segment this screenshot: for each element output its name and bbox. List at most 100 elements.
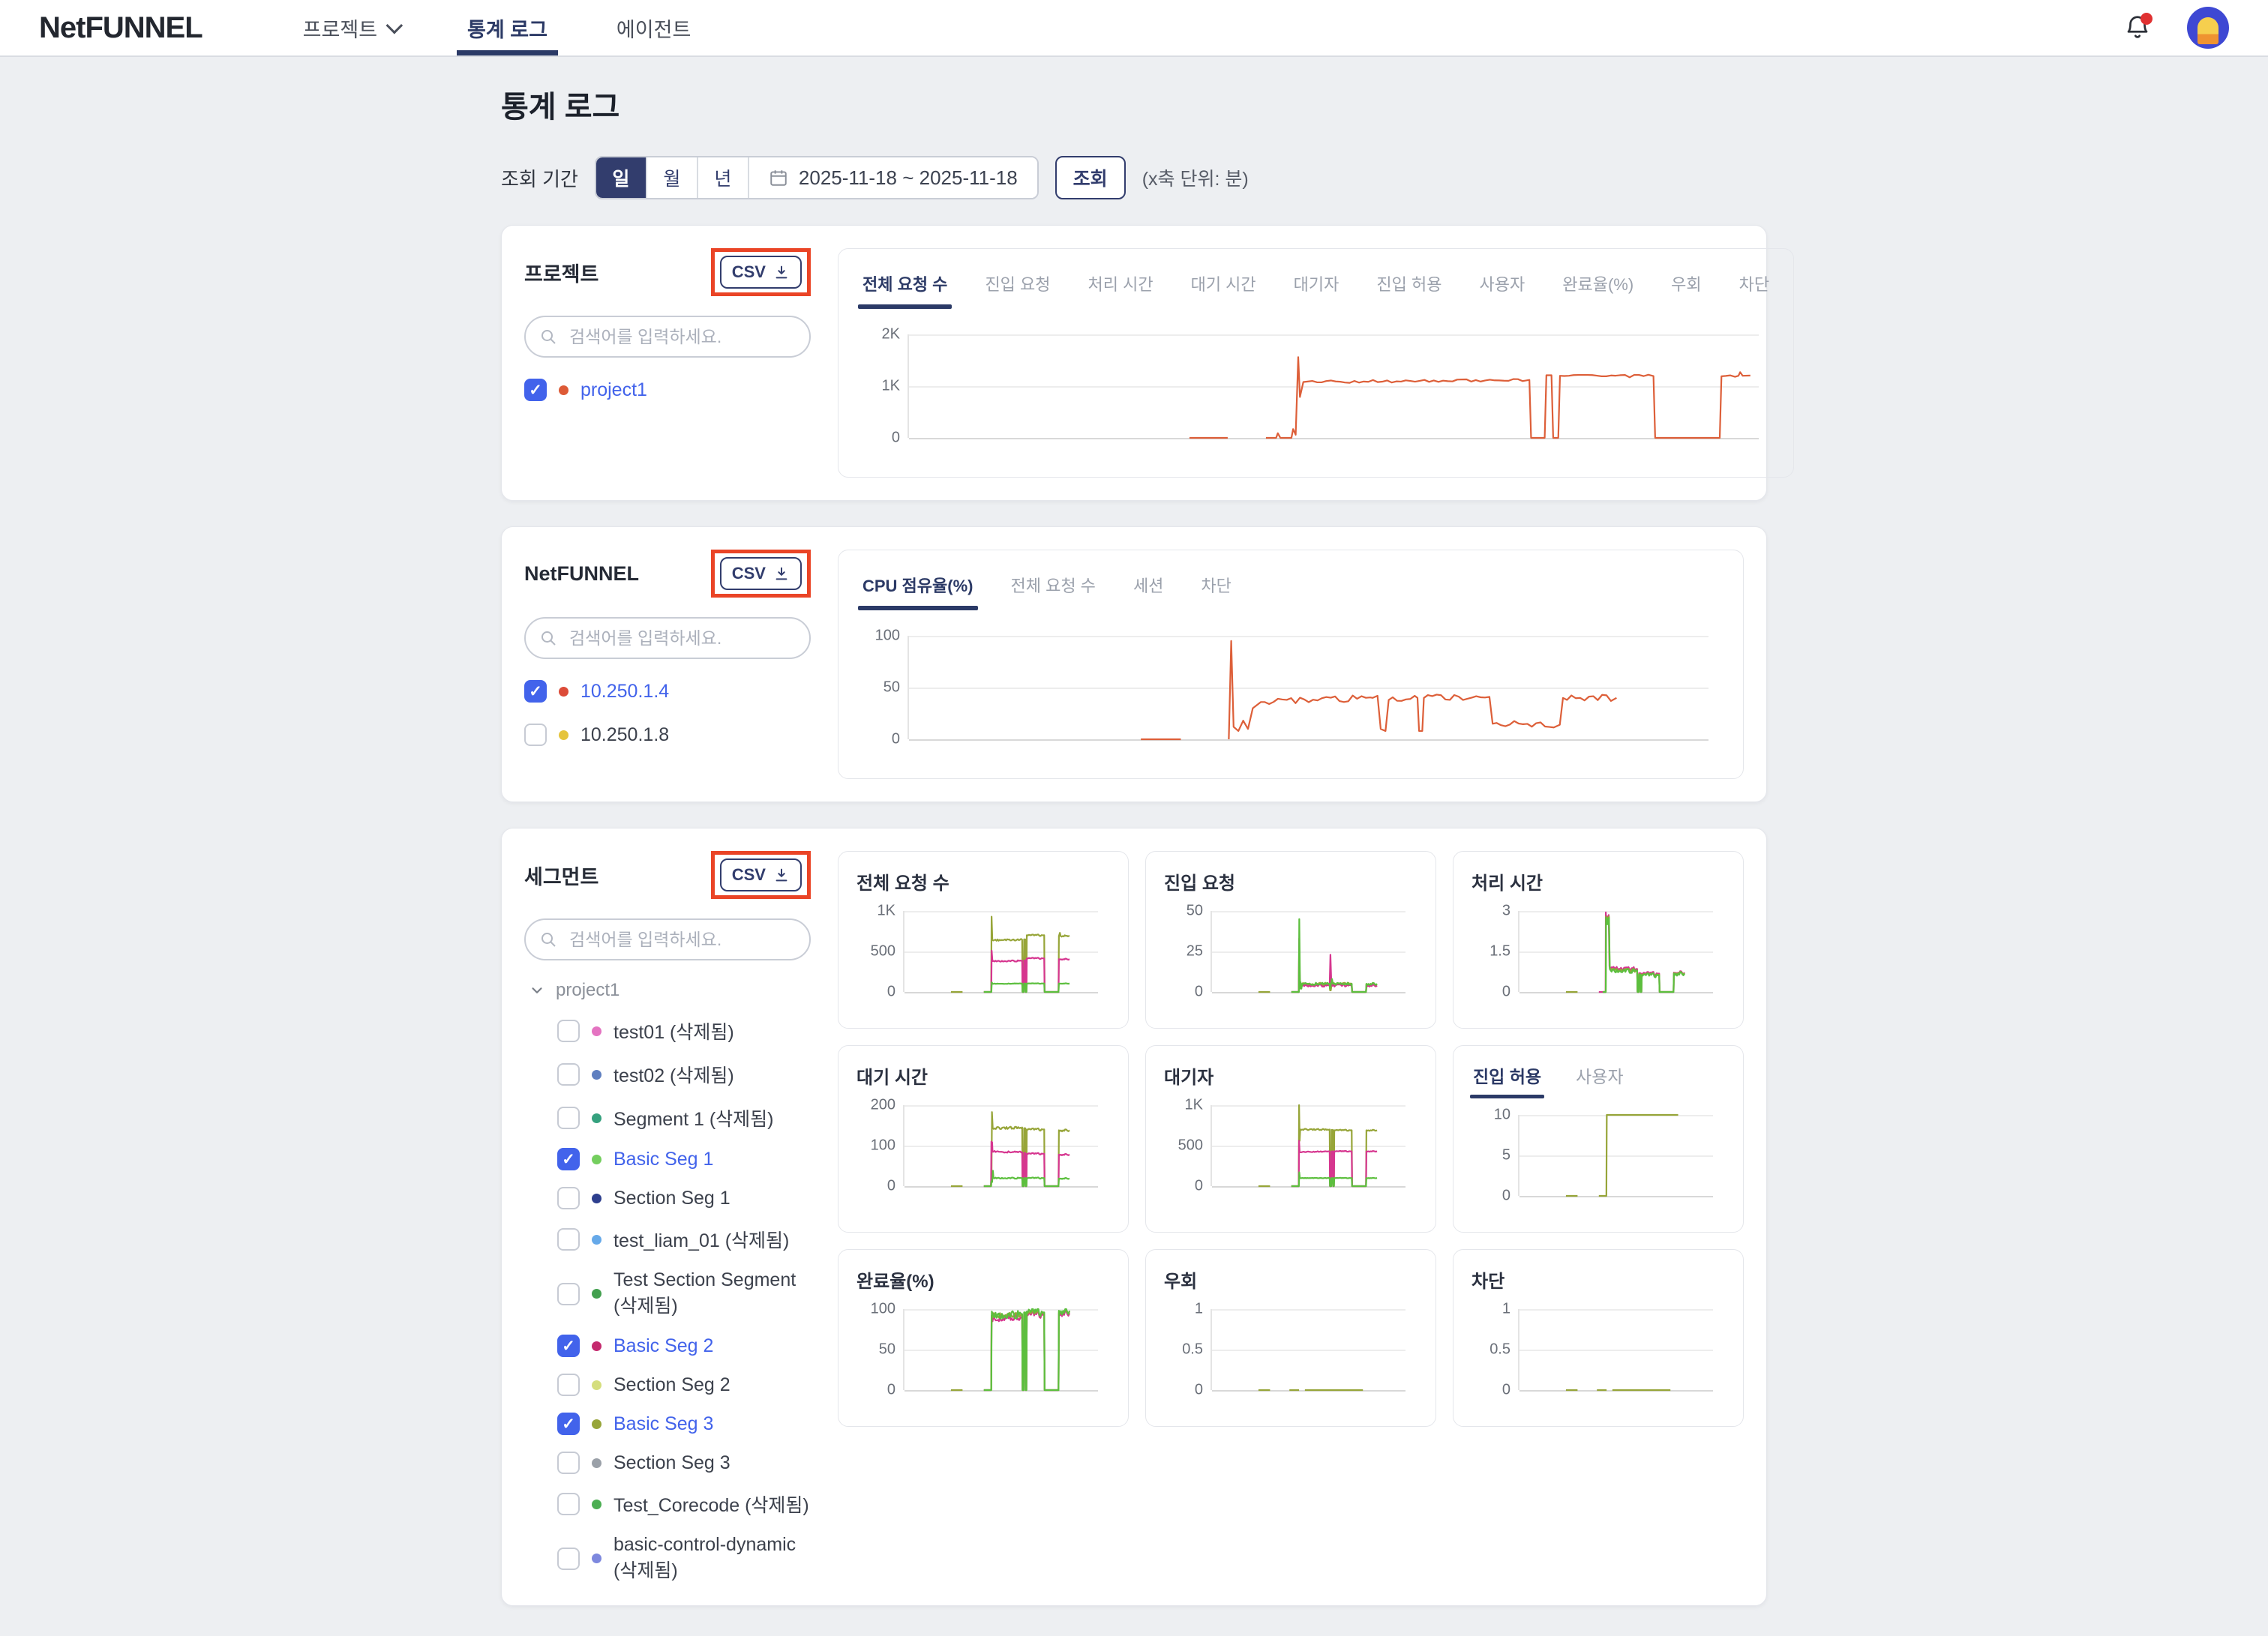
metric-card-bypass: 우회 1 0.5 0 bbox=[1145, 1249, 1436, 1427]
date-range-field[interactable]: 2025-11-18 ~ 2025-11-18 bbox=[748, 157, 1037, 198]
checkbox[interactable] bbox=[524, 724, 547, 746]
chart-tab[interactable]: 전체 요청 수 bbox=[1010, 570, 1097, 610]
csv-download-button[interactable]: CSV bbox=[719, 557, 802, 590]
list-item[interactable]: test02 (삭제됨) bbox=[557, 1061, 811, 1088]
mini-line-chart: 1K 500 0 bbox=[1164, 1097, 1418, 1210]
chart-tab[interactable]: 전체 요청 수 bbox=[857, 268, 952, 309]
nav-item[interactable]: 통계 로그 bbox=[457, 0, 558, 55]
list-item[interactable]: Segment 1 (삭제됨) bbox=[557, 1104, 811, 1131]
chart-tab[interactable]: 사용자 bbox=[1478, 268, 1526, 309]
checkbox[interactable] bbox=[557, 1020, 580, 1042]
cpu-line-chart: 100 50 0 bbox=[861, 628, 1720, 763]
nav-item[interactable]: 에이전트 bbox=[606, 0, 701, 55]
chart-tab[interactable]: 차단 bbox=[1199, 570, 1232, 610]
chart-tab[interactable]: 진입 허용 bbox=[1375, 268, 1443, 309]
checkbox[interactable] bbox=[557, 1413, 580, 1435]
list-item[interactable]: Basic Seg 3 bbox=[557, 1413, 811, 1435]
chevron-down-icon bbox=[532, 987, 542, 993]
avatar-figure bbox=[2198, 17, 2218, 44]
period-button[interactable]: 년 bbox=[698, 157, 749, 198]
checkbox[interactable] bbox=[557, 1374, 580, 1396]
search-submit-button[interactable]: 조회 bbox=[1054, 156, 1126, 199]
chart-tab[interactable]: 세션 bbox=[1132, 570, 1165, 610]
item-label: test01 (삭제됨) bbox=[614, 1022, 734, 1043]
search-input[interactable] bbox=[524, 918, 811, 960]
filter-bar: 조회 기간 일 월 년 bbox=[501, 156, 1767, 199]
metric-card-completion-rate: 완료율(%) 100 50 0 bbox=[838, 1249, 1129, 1427]
period-button[interactable]: 일 bbox=[596, 157, 647, 198]
series-color-dot bbox=[592, 1289, 602, 1299]
list-item[interactable]: Basic Seg 2 bbox=[557, 1335, 811, 1357]
chart-tab[interactable]: 대기 시간 bbox=[1190, 268, 1258, 309]
chart-tab[interactable]: 우회 bbox=[1670, 268, 1702, 309]
list-item[interactable]: basic-control-dynamic (삭제됨) bbox=[557, 1534, 811, 1583]
csv-download-button[interactable]: CSV bbox=[719, 858, 802, 891]
checkbox[interactable] bbox=[557, 1148, 580, 1170]
item-label: Test Section Segment (삭제됨) bbox=[614, 1269, 796, 1317]
series-color-dot bbox=[592, 1154, 602, 1164]
avatar[interactable] bbox=[2187, 7, 2229, 49]
csv-download-button[interactable]: CSV bbox=[719, 256, 802, 289]
checkbox[interactable] bbox=[557, 1335, 580, 1357]
panel-project: 프로젝트 CSV bbox=[501, 225, 1795, 501]
metric-card-waiters: 대기자 1K 500 0 bbox=[1145, 1045, 1436, 1233]
x-axis-unit-note: (x축 단위: 분) bbox=[1142, 169, 1249, 190]
chart-tab[interactable]: 차단 bbox=[1738, 268, 1771, 309]
card-tab[interactable]: 진입 허용 bbox=[1469, 1062, 1545, 1098]
checkbox[interactable] bbox=[557, 1452, 580, 1474]
checkbox[interactable] bbox=[524, 379, 547, 401]
list-item[interactable]: project1 bbox=[524, 379, 811, 401]
search-box bbox=[524, 617, 811, 659]
list-item[interactable]: Basic Seg 1 bbox=[557, 1148, 811, 1170]
notification-bell-icon[interactable] bbox=[2121, 11, 2154, 44]
tree-root-project[interactable]: project1 bbox=[524, 980, 811, 1001]
chart-tab[interactable]: 완료율(%) bbox=[1561, 268, 1635, 309]
list-item[interactable]: Test_Corecode (삭제됨) bbox=[557, 1491, 811, 1518]
checkbox[interactable] bbox=[557, 1107, 580, 1129]
list-item[interactable]: test01 (삭제됨) bbox=[557, 1017, 811, 1044]
checkbox[interactable] bbox=[557, 1547, 580, 1570]
chart-tab[interactable]: 진입 요청 bbox=[983, 268, 1052, 309]
search-box bbox=[524, 918, 811, 960]
chart-tab[interactable]: 대기자 bbox=[1292, 268, 1341, 309]
item-label: Section Seg 2 bbox=[614, 1374, 730, 1395]
mini-line-chart: 200 100 0 bbox=[856, 1097, 1110, 1210]
item-label: test02 (삭제됨) bbox=[614, 1065, 734, 1086]
card-tab[interactable]: 사용자 bbox=[1574, 1062, 1624, 1098]
list-item[interactable]: 10.250.1.8 bbox=[524, 724, 811, 746]
series-color-dot bbox=[559, 385, 568, 395]
filter-label: 조회 기간 bbox=[501, 167, 578, 190]
period-button[interactable]: 월 bbox=[646, 157, 698, 198]
mini-line-chart: 1 0.5 0 bbox=[1164, 1301, 1418, 1414]
list-item[interactable]: 10.250.1.4 bbox=[524, 680, 811, 703]
series-color-dot bbox=[592, 1554, 602, 1563]
search-input[interactable] bbox=[524, 316, 811, 358]
metric-card-processing-time: 처리 시간 3 1.5 0 bbox=[1453, 851, 1744, 1029]
checkbox[interactable] bbox=[557, 1282, 580, 1305]
search-input[interactable] bbox=[524, 617, 811, 659]
series-color-dot bbox=[592, 1069, 602, 1080]
checkbox[interactable] bbox=[557, 1228, 580, 1251]
list-item[interactable]: test_liam_01 (삭제됨) bbox=[557, 1226, 811, 1253]
list-item[interactable]: Section Seg 3 bbox=[557, 1452, 811, 1474]
checkbox[interactable] bbox=[524, 680, 547, 703]
list-item[interactable]: Section Seg 2 bbox=[557, 1374, 811, 1396]
project-chart-card: 전체 요청 수 진입 요청 처리 시간 대기 시간 대기 bbox=[838, 248, 1795, 478]
checkbox[interactable] bbox=[557, 1063, 580, 1086]
item-label: project1 bbox=[580, 379, 647, 400]
search-box bbox=[524, 316, 811, 358]
checkbox[interactable] bbox=[557, 1493, 580, 1515]
csv-highlight-box: CSV bbox=[710, 248, 811, 296]
download-icon bbox=[776, 567, 788, 580]
chart-tab[interactable]: CPU 점유율(%) bbox=[858, 570, 977, 610]
nav-item[interactable]: 프로젝트 bbox=[292, 0, 409, 55]
list-item[interactable]: Test Section Segment (삭제됨) bbox=[557, 1269, 811, 1318]
checkbox[interactable] bbox=[557, 1187, 580, 1209]
csv-highlight-box: CSV bbox=[710, 550, 811, 598]
series-color-dot bbox=[592, 1341, 602, 1351]
list-item[interactable]: Section Seg 1 bbox=[557, 1187, 811, 1209]
series-color-dot bbox=[592, 1419, 602, 1429]
metric-card-entry-requests: 진입 요청 50 25 0 bbox=[1145, 851, 1436, 1029]
download-icon bbox=[776, 868, 788, 882]
chart-tab[interactable]: 처리 시간 bbox=[1087, 268, 1155, 309]
